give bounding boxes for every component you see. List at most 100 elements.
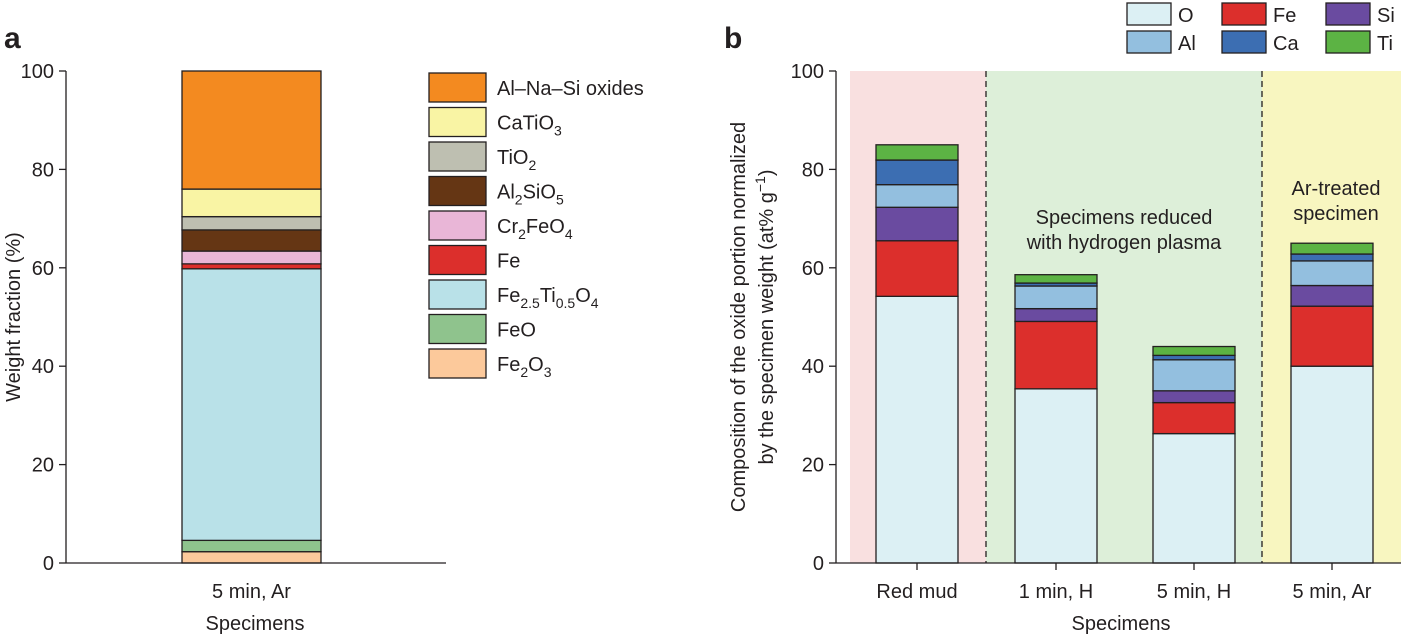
legend-label: FeO xyxy=(497,320,536,342)
bar-segment-tio2 xyxy=(181,215,322,231)
panel-b-y-axis-label: Composition of the oxide portion normali… xyxy=(728,122,778,512)
bar-segment-ti xyxy=(875,144,959,161)
legend-swatch xyxy=(1126,30,1172,54)
panel-b-y-axis-label-end: ) xyxy=(756,169,778,176)
y-tick-label: 0 xyxy=(813,553,824,575)
bar-segment-o xyxy=(875,295,959,564)
panel-b-legend: O Fe Si Al Ca Ti xyxy=(1126,2,1395,55)
legend-label: O xyxy=(1178,5,1194,27)
y-tick-label: 60 xyxy=(802,258,824,280)
legend-swatch xyxy=(428,210,487,241)
x-tick-label: Red mud xyxy=(876,581,957,603)
bar-segment-feo xyxy=(181,539,322,553)
bar-segment-al xyxy=(875,184,959,208)
panel-a-bars xyxy=(181,70,322,564)
annotation-text: Specimens reduced xyxy=(1036,207,1213,229)
legend-label: Fe xyxy=(497,251,520,273)
bar-segment-cr2feo4 xyxy=(181,250,322,265)
legend-swatch xyxy=(428,348,487,379)
legend-label: CaTiO3 xyxy=(497,113,562,139)
legend-label: Fe2O3 xyxy=(497,354,552,380)
panel-b-bars xyxy=(875,144,1374,564)
annotation-text: with hydrogen plasma xyxy=(1026,232,1222,254)
bar-segment-al xyxy=(1290,260,1374,287)
panel-b: b 0 20 40 60 80 100 Red mud 1 min, H 5 min, H 5 m… xyxy=(724,2,1401,635)
bar-segment-al2sio5 xyxy=(181,229,322,252)
bar-segment-fe2-5ti0-5o4 xyxy=(181,268,322,542)
legend-label: TiO2 xyxy=(497,147,536,173)
x-tick-label: 5 min, Ar xyxy=(1293,581,1372,603)
panel-a-axes: 5 min, Ar 0 20 40 60 80 100 xyxy=(21,61,446,603)
bar-segment-si xyxy=(1290,284,1374,307)
y-tick-label: 80 xyxy=(32,159,54,181)
legend-swatch xyxy=(1325,2,1371,26)
bar-segment-ca xyxy=(1152,354,1236,361)
bar-segment-ti xyxy=(1014,274,1098,284)
bar-segment-ca xyxy=(875,159,959,186)
panel-b-y-axis-label-line2: by the specimen weight (at% g−1) xyxy=(752,169,778,464)
bar-segment-o xyxy=(1290,365,1374,564)
bar-segment-fe xyxy=(1290,305,1374,367)
bar-segment-o xyxy=(1014,388,1098,564)
legend-label: Al xyxy=(1178,33,1196,55)
y-tick-label: 100 xyxy=(21,61,54,83)
legend-label: Al–Na–Si oxides xyxy=(497,78,644,100)
bar-segment-al-na-si-oxides xyxy=(181,70,322,190)
y-tick-label: 20 xyxy=(32,455,54,477)
legend-swatch xyxy=(1221,30,1267,54)
y-tick-label: 60 xyxy=(32,258,54,280)
y-tick-label: 0 xyxy=(43,553,54,575)
bar-segment-fe xyxy=(1014,320,1098,390)
panel-a-legend: Al–Na–Si oxides CaTiO3 TiO2 Al2SiO5 Cr2FeO4 F… xyxy=(428,72,644,380)
y-tick-label: 40 xyxy=(32,356,54,378)
x-tick-label: 5 min, Ar xyxy=(212,581,291,603)
panel-a-label: a xyxy=(4,22,21,55)
legend-swatch xyxy=(428,244,487,276)
legend-swatch xyxy=(428,141,487,172)
panel-b-label: b xyxy=(724,22,742,55)
panel-b-annotations: Specimens reduced with hydrogen plasma Ar-… xyxy=(1026,178,1381,254)
bar-segment-fe xyxy=(1152,401,1236,435)
legend-swatch xyxy=(428,175,487,207)
annotation-text: Ar-treated xyxy=(1292,178,1381,200)
y-tick-label: 20 xyxy=(802,455,824,477)
legend-label: Ca xyxy=(1273,33,1299,55)
bar-segment-ti xyxy=(1152,345,1236,357)
y-tick-label: 80 xyxy=(802,159,824,181)
legend-swatch xyxy=(428,106,487,138)
legend-label: Cr2FeO4 xyxy=(497,216,573,242)
bar-segment-fe xyxy=(181,263,322,270)
bar-segment-o xyxy=(1152,432,1236,564)
panel-b-x-axis-label: Specimens xyxy=(1072,613,1171,635)
legend-swatch xyxy=(428,72,487,103)
bar-segment-ti xyxy=(1290,242,1374,255)
bar-segment-ca xyxy=(1290,253,1374,262)
panel-b-y-axis-label-line2-text: by the specimen weight (at% g xyxy=(756,192,778,464)
legend-swatch xyxy=(428,313,487,345)
x-tick-label: 1 min, H xyxy=(1019,581,1093,603)
panel-a-y-axis-label: Weight fraction (%) xyxy=(3,232,25,402)
bar-segment-al xyxy=(1152,359,1236,392)
bar-segment-fe xyxy=(875,240,959,297)
panel-a: a 5 min, Ar 0 20 40 60 80 100 Al–Na–Si oxides C… xyxy=(3,22,644,635)
bar-segment-si xyxy=(875,206,959,242)
legend-swatch xyxy=(428,279,487,310)
y-tick-label: 100 xyxy=(791,61,824,83)
panel-b-axes: 0 20 40 60 80 100 Red mud 1 min, H 5 min, H 5 min… xyxy=(791,61,1401,603)
legend-swatch xyxy=(1126,2,1172,26)
legend-label: Si xyxy=(1377,5,1395,27)
y-tick-label: 40 xyxy=(802,356,824,378)
bar-segment-catio3 xyxy=(181,188,322,218)
legend-label: Ti xyxy=(1377,33,1393,55)
panel-b-y-axis-label-line1: Composition of the oxide portion normali… xyxy=(728,122,750,512)
x-tick-label: 5 min, H xyxy=(1157,581,1231,603)
panel-a-x-axis-label: Specimens xyxy=(206,613,305,635)
bar-segment-si xyxy=(1014,307,1098,323)
panel-b-y-axis-label-sup: −1 xyxy=(752,176,768,192)
bar-segment-si xyxy=(1152,390,1236,404)
bar-segment-fe2o3 xyxy=(181,551,322,564)
bar-segment-al xyxy=(1014,285,1098,310)
legend-swatch xyxy=(1325,30,1371,54)
legend-swatch xyxy=(1221,2,1267,26)
